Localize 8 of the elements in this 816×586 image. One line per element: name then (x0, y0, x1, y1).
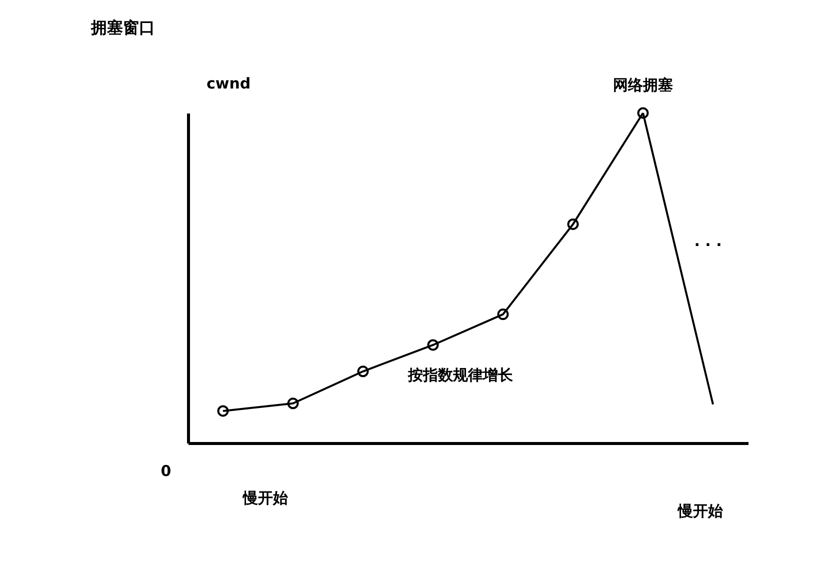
chart-title: 拥塞窗口 (90, 18, 155, 37)
text: 0 (160, 462, 172, 480)
annotation: 按指数规律增长 (407, 366, 514, 384)
text: 网络拥塞 (613, 76, 673, 94)
y-axis-title: cwnd (206, 74, 251, 92)
annotation: . . . (694, 232, 722, 250)
text: 慢开始 (677, 502, 724, 520)
text: 慢开始 (242, 489, 289, 507)
